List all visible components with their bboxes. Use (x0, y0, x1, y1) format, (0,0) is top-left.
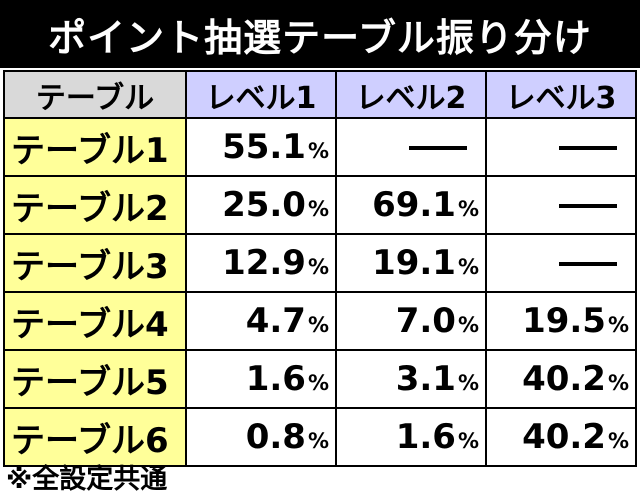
table-row: テーブル2 25.0% 69.1% (3, 175, 637, 235)
row-label: テーブル4 (3, 291, 187, 351)
not-applicable-dash (559, 146, 617, 150)
percent-sign: % (307, 197, 329, 221)
value-cell (485, 233, 637, 293)
value-cell: 19.1% (335, 233, 487, 293)
not-applicable-dash (409, 146, 467, 150)
percent-sign: % (307, 429, 329, 453)
percentage-value: 40.2 (522, 417, 606, 457)
percentage-value: 19.5 (522, 301, 606, 341)
percent-sign: % (457, 255, 479, 279)
value-cell: 55.1% (185, 117, 337, 177)
header-corner: テーブル (3, 70, 187, 119)
table-row: テーブル4 4.7% 7.0% 19.5% (3, 291, 637, 351)
value-cell: 25.0% (185, 175, 337, 235)
percent-sign: % (607, 371, 629, 395)
distribution-table: テーブル レベル1 レベル2 レベル3 テーブル1 55.1% テーブル2 25.0%… (3, 70, 637, 467)
row-label: テーブル2 (3, 175, 187, 235)
percentage-value: 12.9 (222, 243, 306, 283)
not-applicable-dash (559, 262, 617, 266)
percent-sign: % (307, 139, 329, 163)
footnote: ※全設定共通 (6, 463, 168, 495)
percent-sign: % (607, 429, 629, 453)
row-label: テーブル1 (3, 117, 187, 177)
percent-sign: % (457, 429, 479, 453)
percentage-value: 55.1 (222, 127, 306, 167)
percentage-value: 25.0 (222, 185, 306, 225)
percentage-value: 19.1 (372, 243, 456, 283)
value-cell: 40.2% (485, 349, 637, 409)
table-body: テーブル1 55.1% テーブル2 25.0% 69.1% テーブル3 12.9% 19.1%… (3, 117, 637, 467)
percent-sign: % (457, 313, 479, 337)
row-label: テーブル6 (3, 407, 187, 467)
header-level-3: レベル3 (485, 70, 637, 119)
value-cell: 19.5% (485, 291, 637, 351)
percent-sign: % (607, 313, 629, 337)
table-row: テーブル1 55.1% (3, 117, 637, 177)
value-cell (335, 117, 487, 177)
header-level-1: レベル1 (185, 70, 337, 119)
percentage-value: 1.6 (395, 417, 456, 457)
value-cell: 40.2% (485, 407, 637, 467)
value-cell (485, 117, 637, 177)
page-title: ポイント抽選テーブル振り分け (0, 0, 640, 68)
percent-sign: % (457, 197, 479, 221)
percentage-value: 1.6 (245, 359, 306, 399)
row-label: テーブル5 (3, 349, 187, 409)
percent-sign: % (307, 255, 329, 279)
value-cell: 7.0% (335, 291, 487, 351)
table-row: テーブル3 12.9% 19.1% (3, 233, 637, 293)
table-row: テーブル6 0.8% 1.6% 40.2% (3, 407, 637, 467)
percentage-value: 4.7 (245, 301, 306, 341)
value-cell (485, 175, 637, 235)
percentage-value: 3.1 (395, 359, 456, 399)
percentage-value: 69.1 (372, 185, 456, 225)
percent-sign: % (457, 371, 479, 395)
percent-sign: % (307, 313, 329, 337)
value-cell: 4.7% (185, 291, 337, 351)
header-level-2: レベル2 (335, 70, 487, 119)
value-cell: 0.8% (185, 407, 337, 467)
percentage-value: 7.0 (395, 301, 456, 341)
row-label: テーブル3 (3, 233, 187, 293)
not-applicable-dash (559, 204, 617, 208)
table-header-row: テーブル レベル1 レベル2 レベル3 (3, 70, 637, 119)
value-cell: 1.6% (335, 407, 487, 467)
value-cell: 12.9% (185, 233, 337, 293)
percent-sign: % (307, 371, 329, 395)
table-row: テーブル5 1.6% 3.1% 40.2% (3, 349, 637, 409)
value-cell: 1.6% (185, 349, 337, 409)
value-cell: 3.1% (335, 349, 487, 409)
percentage-value: 0.8 (245, 417, 306, 457)
distribution-table-container: テーブル レベル1 レベル2 レベル3 テーブル1 55.1% テーブル2 25.0%… (3, 70, 637, 467)
value-cell: 69.1% (335, 175, 487, 235)
percentage-value: 40.2 (522, 359, 606, 399)
